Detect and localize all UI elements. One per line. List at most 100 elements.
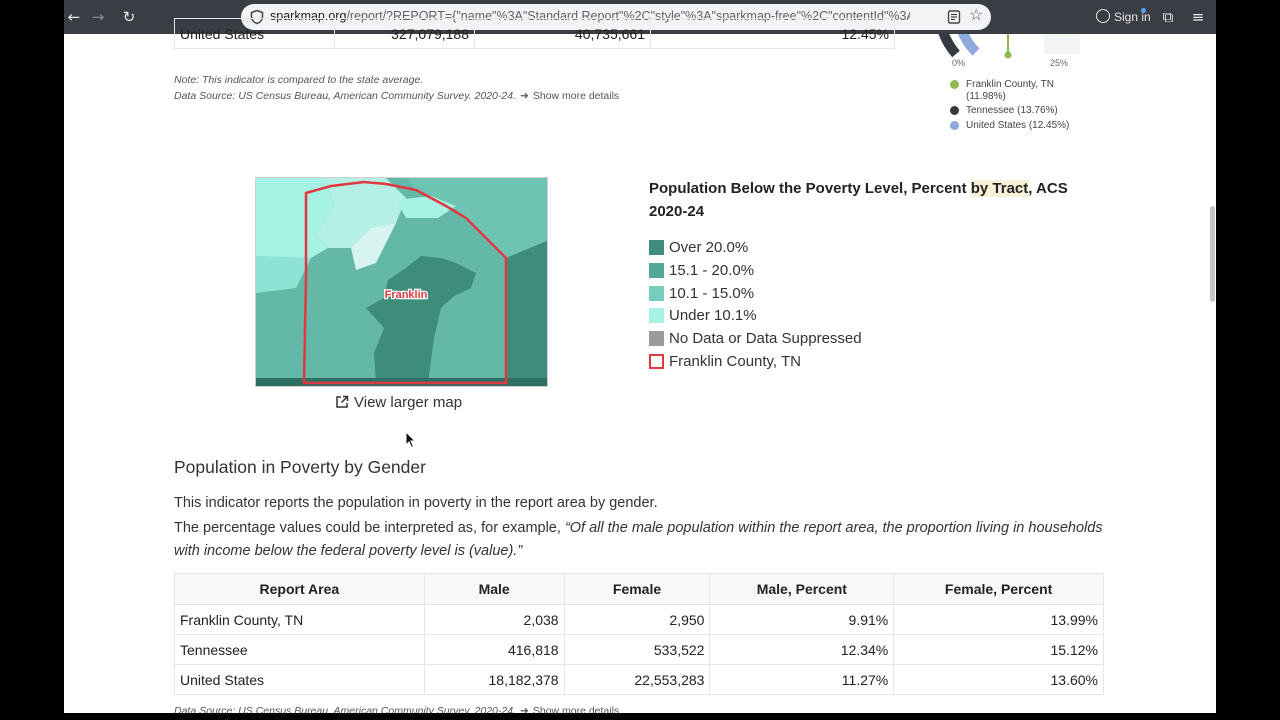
notification-dot	[1141, 8, 1146, 13]
gauge-background	[1044, 34, 1080, 54]
legend-label: United States (12.45%)	[966, 120, 1070, 131]
legend-label: Over 20.0%	[669, 239, 749, 256]
table-row: United States 18,182,378 22,553,283 11.2…	[174, 664, 1104, 695]
tract-over-20	[366, 256, 476, 383]
legend-label: Franklin County, TN	[669, 353, 801, 370]
legend-swatch	[649, 331, 664, 346]
legend-swatch	[649, 240, 664, 255]
table-cell: 18,182,378	[423, 664, 565, 695]
table-row: Tennessee 416,818 533,522 12.34% 15.12%	[174, 634, 1104, 665]
table-header-row: Report Area Male Female Male, Percent Fe…	[174, 573, 1104, 605]
tract-10-15	[406, 178, 547, 258]
account-icon	[1096, 9, 1110, 23]
sign-in-button[interactable]: Sign in	[1096, 8, 1151, 26]
franklin-county-boundary	[302, 180, 508, 385]
gauge-legend-item: Franklin County, TN (11.98%)	[950, 79, 1054, 103]
reload-icon[interactable]: ↻	[122, 8, 136, 26]
previous-indicator-table: United States 327,079,188 40,735,661 12.…	[174, 18, 895, 49]
mouse-cursor-icon	[405, 431, 417, 449]
gauge-tick-max: 25%	[1050, 58, 1069, 68]
view-larger-map-link[interactable]: View larger map	[335, 394, 462, 411]
tract-over-20	[506, 240, 547, 386]
table-cell-area: United States	[174, 18, 335, 49]
legend-label: No Data or Data Suppressed	[669, 330, 862, 347]
comparison-note: Note: This indicator is compared to the …	[174, 74, 424, 86]
legend-dot	[950, 121, 959, 130]
table-cell: 12.45%	[650, 18, 895, 49]
show-more-details-link[interactable]: Show more details	[532, 90, 620, 102]
data-source-text: Data Source: US Census Bureau, American …	[174, 90, 516, 102]
table-cell: 13.99%	[893, 604, 1104, 635]
external-link-icon	[336, 395, 349, 408]
table-cell: 22,553,283	[563, 664, 711, 695]
tract-under-10	[351, 223, 396, 270]
page-content: United States 327,079,188 40,735,661 12.…	[64, 18, 1216, 717]
table-cell: 2,950	[563, 604, 711, 635]
back-arrow-icon[interactable]: ←	[67, 8, 81, 26]
comparison-gauge-chart	[938, 34, 1080, 59]
browser-window: ← → ↻ sparkmap.org/report/?REPORT={"name…	[64, 0, 1216, 720]
table-cell: 9.91%	[709, 604, 895, 635]
gauge-arc-tennessee	[938, 34, 960, 58]
tract-under-10	[396, 196, 456, 218]
gauge-arc-us	[957, 34, 980, 56]
table-cell-area: Franklin County, TN	[174, 604, 425, 635]
column-header: Female	[563, 573, 711, 605]
legend-swatch	[649, 286, 664, 301]
map-legend-item: Franklin County, TN	[649, 353, 801, 371]
map-county-label: Franklin	[385, 289, 428, 301]
interpretation-note: The percentage values could be interpret…	[174, 517, 1104, 563]
table-cell: 40,735,661	[474, 18, 651, 49]
legend-dot	[950, 106, 959, 115]
legend-dot	[950, 80, 959, 89]
table-cell: 12.34%	[709, 634, 895, 665]
interpretation-text: The percentage values could be interpret…	[174, 520, 565, 536]
page-scrollbar[interactable]	[1210, 206, 1215, 302]
reader-mode-icon[interactable]	[946, 9, 962, 25]
legend-value: (11.98%)	[966, 91, 1006, 102]
table-cell: 15.12%	[893, 634, 1104, 665]
section-title: Population in Poverty by Gender	[174, 457, 426, 477]
table-cell: 533,522	[563, 634, 711, 665]
bookmark-star-icon[interactable]: ☆	[969, 7, 984, 24]
legend-label: Tennessee (13.76%)	[966, 105, 1058, 116]
map-legend-item: Under 10.1%	[649, 307, 757, 325]
column-header: Male	[423, 573, 565, 605]
table-cell: 327,079,188	[334, 18, 475, 49]
legend-swatch	[649, 308, 664, 323]
forward-arrow-icon[interactable]: →	[91, 8, 105, 26]
table-cell: 2,038	[423, 604, 565, 635]
column-header: Male, Percent	[709, 573, 895, 605]
sign-in-label: Sign in	[1114, 10, 1151, 24]
table-cell: 11.27%	[709, 664, 895, 695]
extensions-icon[interactable]: ⧉	[1162, 8, 1174, 26]
table-cell-area: Tennessee	[174, 634, 425, 665]
map-graphic: Franklin	[256, 178, 547, 386]
table-cell-area: United States	[174, 664, 425, 695]
poverty-by-gender-table: Report Area Male Female Male, Percent Fe…	[174, 573, 1104, 695]
poverty-tract-map[interactable]: Franklin	[255, 177, 548, 387]
legend-label: Under 10.1%	[669, 307, 757, 324]
legend-swatch	[649, 263, 664, 278]
gauge-tick-min: 0%	[952, 58, 966, 68]
data-source-note: Data Source: US Census Bureau, American …	[174, 90, 619, 102]
gauge-marker-franklin	[1004, 51, 1012, 59]
column-header: Report Area	[174, 573, 425, 605]
tract-under-10	[256, 256, 311, 293]
map-legend-item: 15.1 - 20.0%	[649, 262, 754, 280]
indicator-description: This indicator reports the population in…	[174, 495, 658, 511]
legend-title-part: Population Below the Poverty Level, Perc…	[649, 180, 971, 197]
column-header: Female, Percent	[893, 573, 1104, 605]
menu-icon[interactable]: ≡	[1191, 8, 1205, 26]
legend-title-highlight: by Tract	[970, 180, 1029, 197]
map-legend-item: No Data or Data Suppressed	[649, 330, 862, 348]
map-legend-item: Over 20.0%	[649, 239, 748, 257]
legend-title-part: , ACS 2020-24	[649, 180, 1068, 220]
table-row: Franklin County, TN 2,038 2,950 9.91% 13…	[174, 604, 1104, 635]
view-larger-map-label: View larger map	[354, 394, 463, 411]
legend-label: 15.1 - 20.0%	[669, 262, 755, 279]
table-cell: 416,818	[423, 634, 565, 665]
arrow-right-icon: ➜	[520, 90, 529, 102]
tract-under-10	[316, 178, 406, 248]
gauge-legend-item: Tennessee (13.76%)	[950, 105, 1058, 117]
